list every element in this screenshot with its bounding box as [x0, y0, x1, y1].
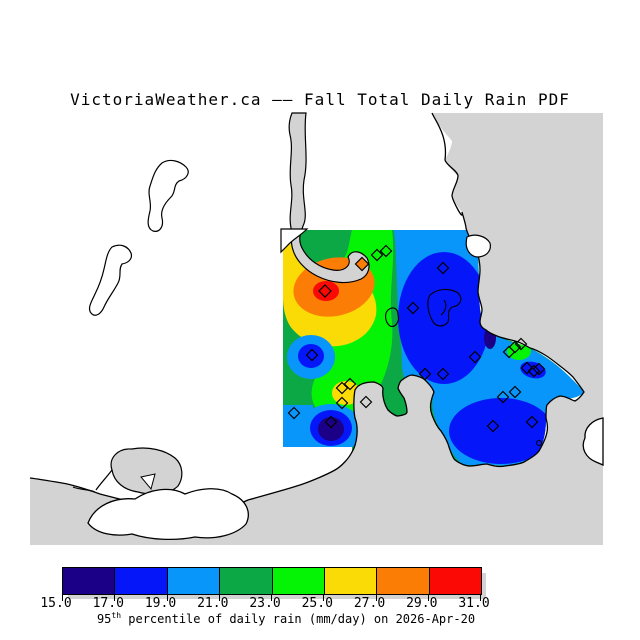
headland-wedge: [280, 228, 309, 254]
band-17-19-west-core: [298, 344, 324, 368]
station-marker: [496, 390, 510, 404]
upper-lake-outline: [147, 159, 189, 232]
colorbar-tick: [166, 594, 168, 601]
basin-channel: [72, 469, 113, 493]
colorbar-tick: [427, 594, 429, 601]
station-marker: [436, 367, 450, 381]
colorbar-tick-label: 23.0: [249, 596, 281, 611]
station-marker: [486, 419, 500, 433]
sidney-island-outline: [427, 288, 462, 327]
station-marker: [370, 248, 384, 262]
colorbar-tick-label: 27.0: [353, 596, 386, 611]
sooke-basin: [110, 447, 183, 495]
station-marker: [532, 362, 546, 376]
colorbar-segment: [63, 568, 116, 594]
station-marker: [468, 350, 482, 364]
colorbar-tick: [218, 594, 220, 601]
bottom-right-island: [582, 417, 604, 466]
caption-prefix: 95: [96, 612, 112, 626]
station-marker: [359, 395, 373, 409]
station-marker: [379, 244, 393, 258]
station-marker: [508, 385, 522, 399]
colorbar-tick-label: 21.0: [197, 596, 229, 611]
colorbar-segment: [167, 568, 221, 594]
colorbar-tick-label: 17.0: [92, 596, 124, 611]
caption-superscript: th: [111, 611, 122, 620]
colorbar-tick-label: 19.0: [144, 596, 177, 611]
elk-lake-outline: [385, 307, 399, 327]
colorbar-tick: [323, 594, 325, 601]
station-marker: [525, 415, 539, 429]
colorbar-tick: [114, 594, 116, 601]
band-17-19-se-blob: [449, 398, 553, 464]
station-marker: [514, 337, 528, 351]
station-marker: [324, 415, 338, 429]
basin-island: [140, 473, 156, 491]
colorbar-caption: 95th percentile of daily rain (mm/day) o…: [0, 611, 572, 626]
station-marker: [335, 381, 349, 395]
band-23-25-se-patch: [507, 342, 531, 360]
station-marker: [520, 361, 534, 375]
colorbar-segment: [377, 568, 430, 594]
lower-lake-outline: [88, 244, 133, 316]
station-markers: [287, 244, 546, 433]
colorbar-tick-label: 31.0: [458, 596, 490, 611]
station-marker: [527, 364, 541, 378]
colorbar-tick: [62, 594, 63, 601]
colorbar-tick: [375, 594, 377, 601]
colorbar-segment: [220, 568, 273, 594]
station-marker: [343, 377, 357, 391]
band-17-19-east-blob: [398, 252, 490, 384]
islet-outline: [536, 440, 542, 446]
colorbar-tick: [271, 594, 272, 601]
olympic-coast-island: [87, 488, 249, 541]
station-marker: [335, 396, 349, 410]
page-title: VictoriaWeather.ca —— Fall Total Daily R…: [70, 90, 570, 109]
station-marker: [508, 340, 522, 354]
coastline: [29, 112, 585, 511]
station-marker: [406, 301, 420, 315]
james-island: [465, 234, 491, 258]
station-marker: [305, 348, 319, 362]
station-marker: [354, 256, 370, 272]
station-marker: [318, 284, 332, 298]
station-marker: [418, 367, 432, 381]
colorbar-segment: [272, 568, 325, 594]
colorbar-segment: [115, 568, 168, 594]
caption-rest: percentile of daily rain (mm/day) on 202…: [121, 612, 476, 626]
colorbar-tick: [480, 594, 481, 601]
colorbar-segment: [429, 568, 481, 594]
colorbar-tick-label: 25.0: [301, 596, 333, 611]
colorbar: [62, 567, 482, 595]
station-marker: [287, 406, 301, 420]
colorbar-segment: [324, 568, 378, 594]
colorbar-tick-label: 29.0: [406, 596, 438, 611]
band-29-31-max: [313, 281, 339, 301]
colorbar-tick-label: 15.0: [40, 596, 72, 611]
sea-east-south: [30, 113, 603, 545]
band-15-17-min-core: [318, 417, 344, 441]
station-marker: [436, 261, 450, 275]
